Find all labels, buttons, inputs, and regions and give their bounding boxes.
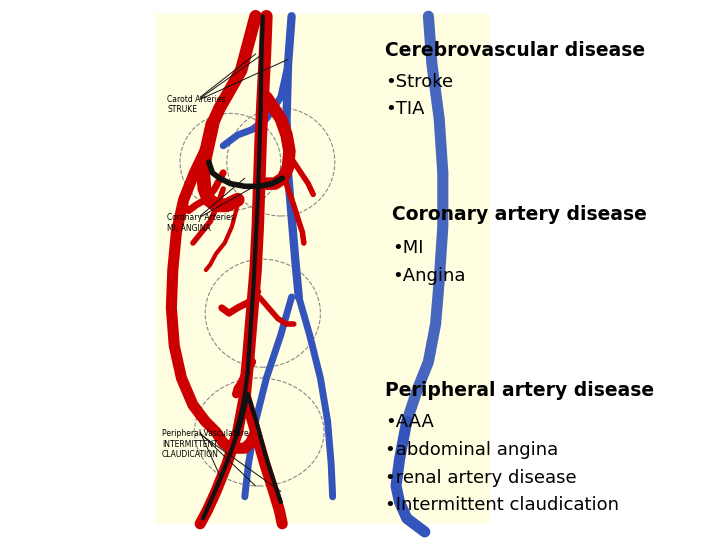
Bar [155, 14, 490, 524]
Text: Peripheral Vasculature
INTERMITTENT
CLAUDICATION: Peripheral Vasculature INTERMITTENT CLAU… [162, 429, 248, 459]
Text: Cerebrovascular disease: Cerebrovascular disease [385, 40, 645, 59]
Text: •AAA: •AAA [385, 413, 434, 431]
Text: •TIA: •TIA [385, 100, 425, 118]
Text: Coronary artery disease: Coronary artery disease [392, 205, 647, 224]
Text: •renal artery disease: •renal artery disease [385, 469, 577, 487]
Text: Coronary Arteries
MI, ANGINA: Coronary Arteries MI, ANGINA [167, 213, 235, 233]
Text: •abdominal angina: •abdominal angina [385, 441, 559, 459]
Text: Peripheral artery disease: Peripheral artery disease [385, 381, 654, 400]
Text: •Stroke: •Stroke [385, 73, 454, 91]
Text: •Angina: •Angina [392, 267, 466, 285]
Text: •MI: •MI [392, 239, 424, 256]
Text: •Intermittent claudication: •Intermittent claudication [385, 496, 619, 514]
Text: Carotd Arteries
STRUKE: Carotd Arteries STRUKE [167, 94, 225, 114]
